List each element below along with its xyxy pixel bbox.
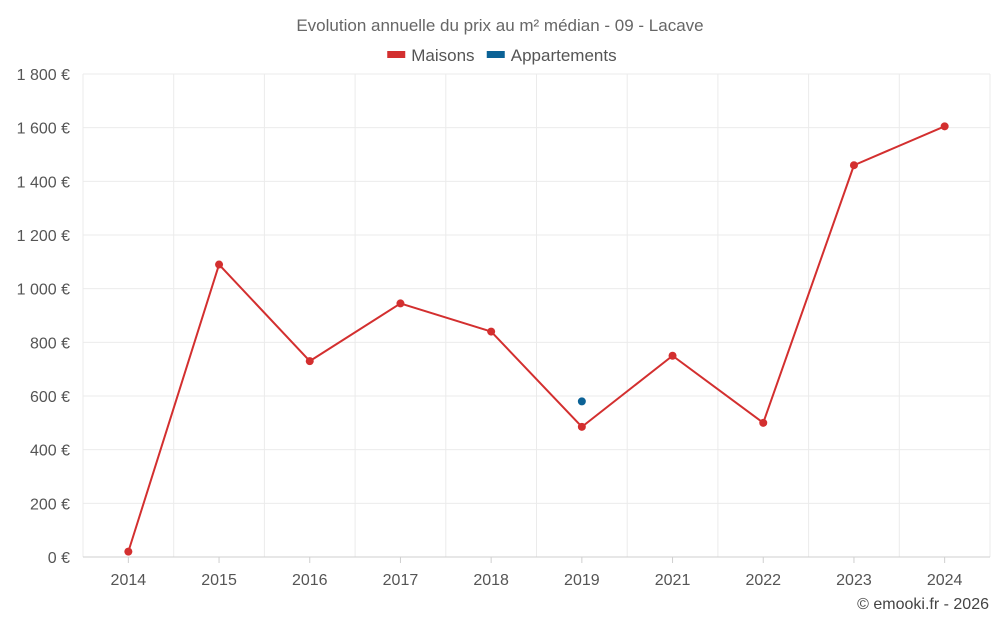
x-tick-label: 2018 [473, 572, 509, 589]
data-point[interactable] [759, 418, 768, 427]
data-point[interactable] [668, 351, 677, 360]
y-tick-label: 1 400 € [17, 174, 70, 191]
chart-title: Evolution annuelle du prix au m² médian … [296, 16, 703, 35]
data-point[interactable] [849, 161, 858, 170]
x-tick-label: 2019 [564, 572, 600, 589]
axis-layer: 0 € 200 € 400 € 600 € 800 € 1 000 € 1 200 € 1 4… [17, 67, 990, 589]
x-tick-label: 2015 [201, 572, 237, 589]
y-tick-label: 800 € [30, 335, 70, 352]
y-tick-label: 0 € [48, 550, 70, 567]
x-tick-label: 2017 [383, 572, 419, 589]
data-point[interactable] [215, 260, 224, 269]
x-tick-label: 2024 [927, 572, 963, 589]
data-point[interactable] [396, 299, 405, 308]
data-point[interactable] [940, 122, 949, 131]
data-point[interactable] [124, 547, 133, 556]
y-tick-label: 600 € [30, 389, 70, 406]
data-point[interactable] [577, 422, 586, 431]
series-layer [124, 122, 949, 556]
data-point[interactable] [305, 357, 314, 366]
x-tick-label: 2023 [836, 572, 872, 589]
x-tick-label: 2016 [292, 572, 328, 589]
y-tick-label: 400 € [30, 443, 70, 460]
legend-swatch [486, 51, 505, 58]
y-tick-label: 1 000 € [17, 282, 70, 299]
y-tick-label: 1 800 € [17, 67, 70, 84]
legend-label[interactable]: Maisons [411, 46, 474, 65]
legend-label[interactable]: Appartements [511, 46, 617, 65]
y-tick-label: 1 200 € [17, 228, 70, 245]
y-tick-label: 1 600 € [17, 121, 70, 138]
legend-swatch [387, 51, 406, 58]
x-tick-label: 2022 [745, 572, 781, 589]
x-tick-label: 2014 [111, 572, 147, 589]
grid-layer [82, 73, 991, 557]
series-line [127, 125, 946, 552]
data-point[interactable] [487, 327, 496, 336]
x-tick-label: 2021 [655, 572, 691, 589]
data-point[interactable] [577, 397, 586, 406]
chart-credit: © emooki.fr - 2026 [857, 596, 989, 613]
y-tick-label: 200 € [30, 496, 70, 513]
legend: Maisons Appartements [387, 46, 617, 65]
